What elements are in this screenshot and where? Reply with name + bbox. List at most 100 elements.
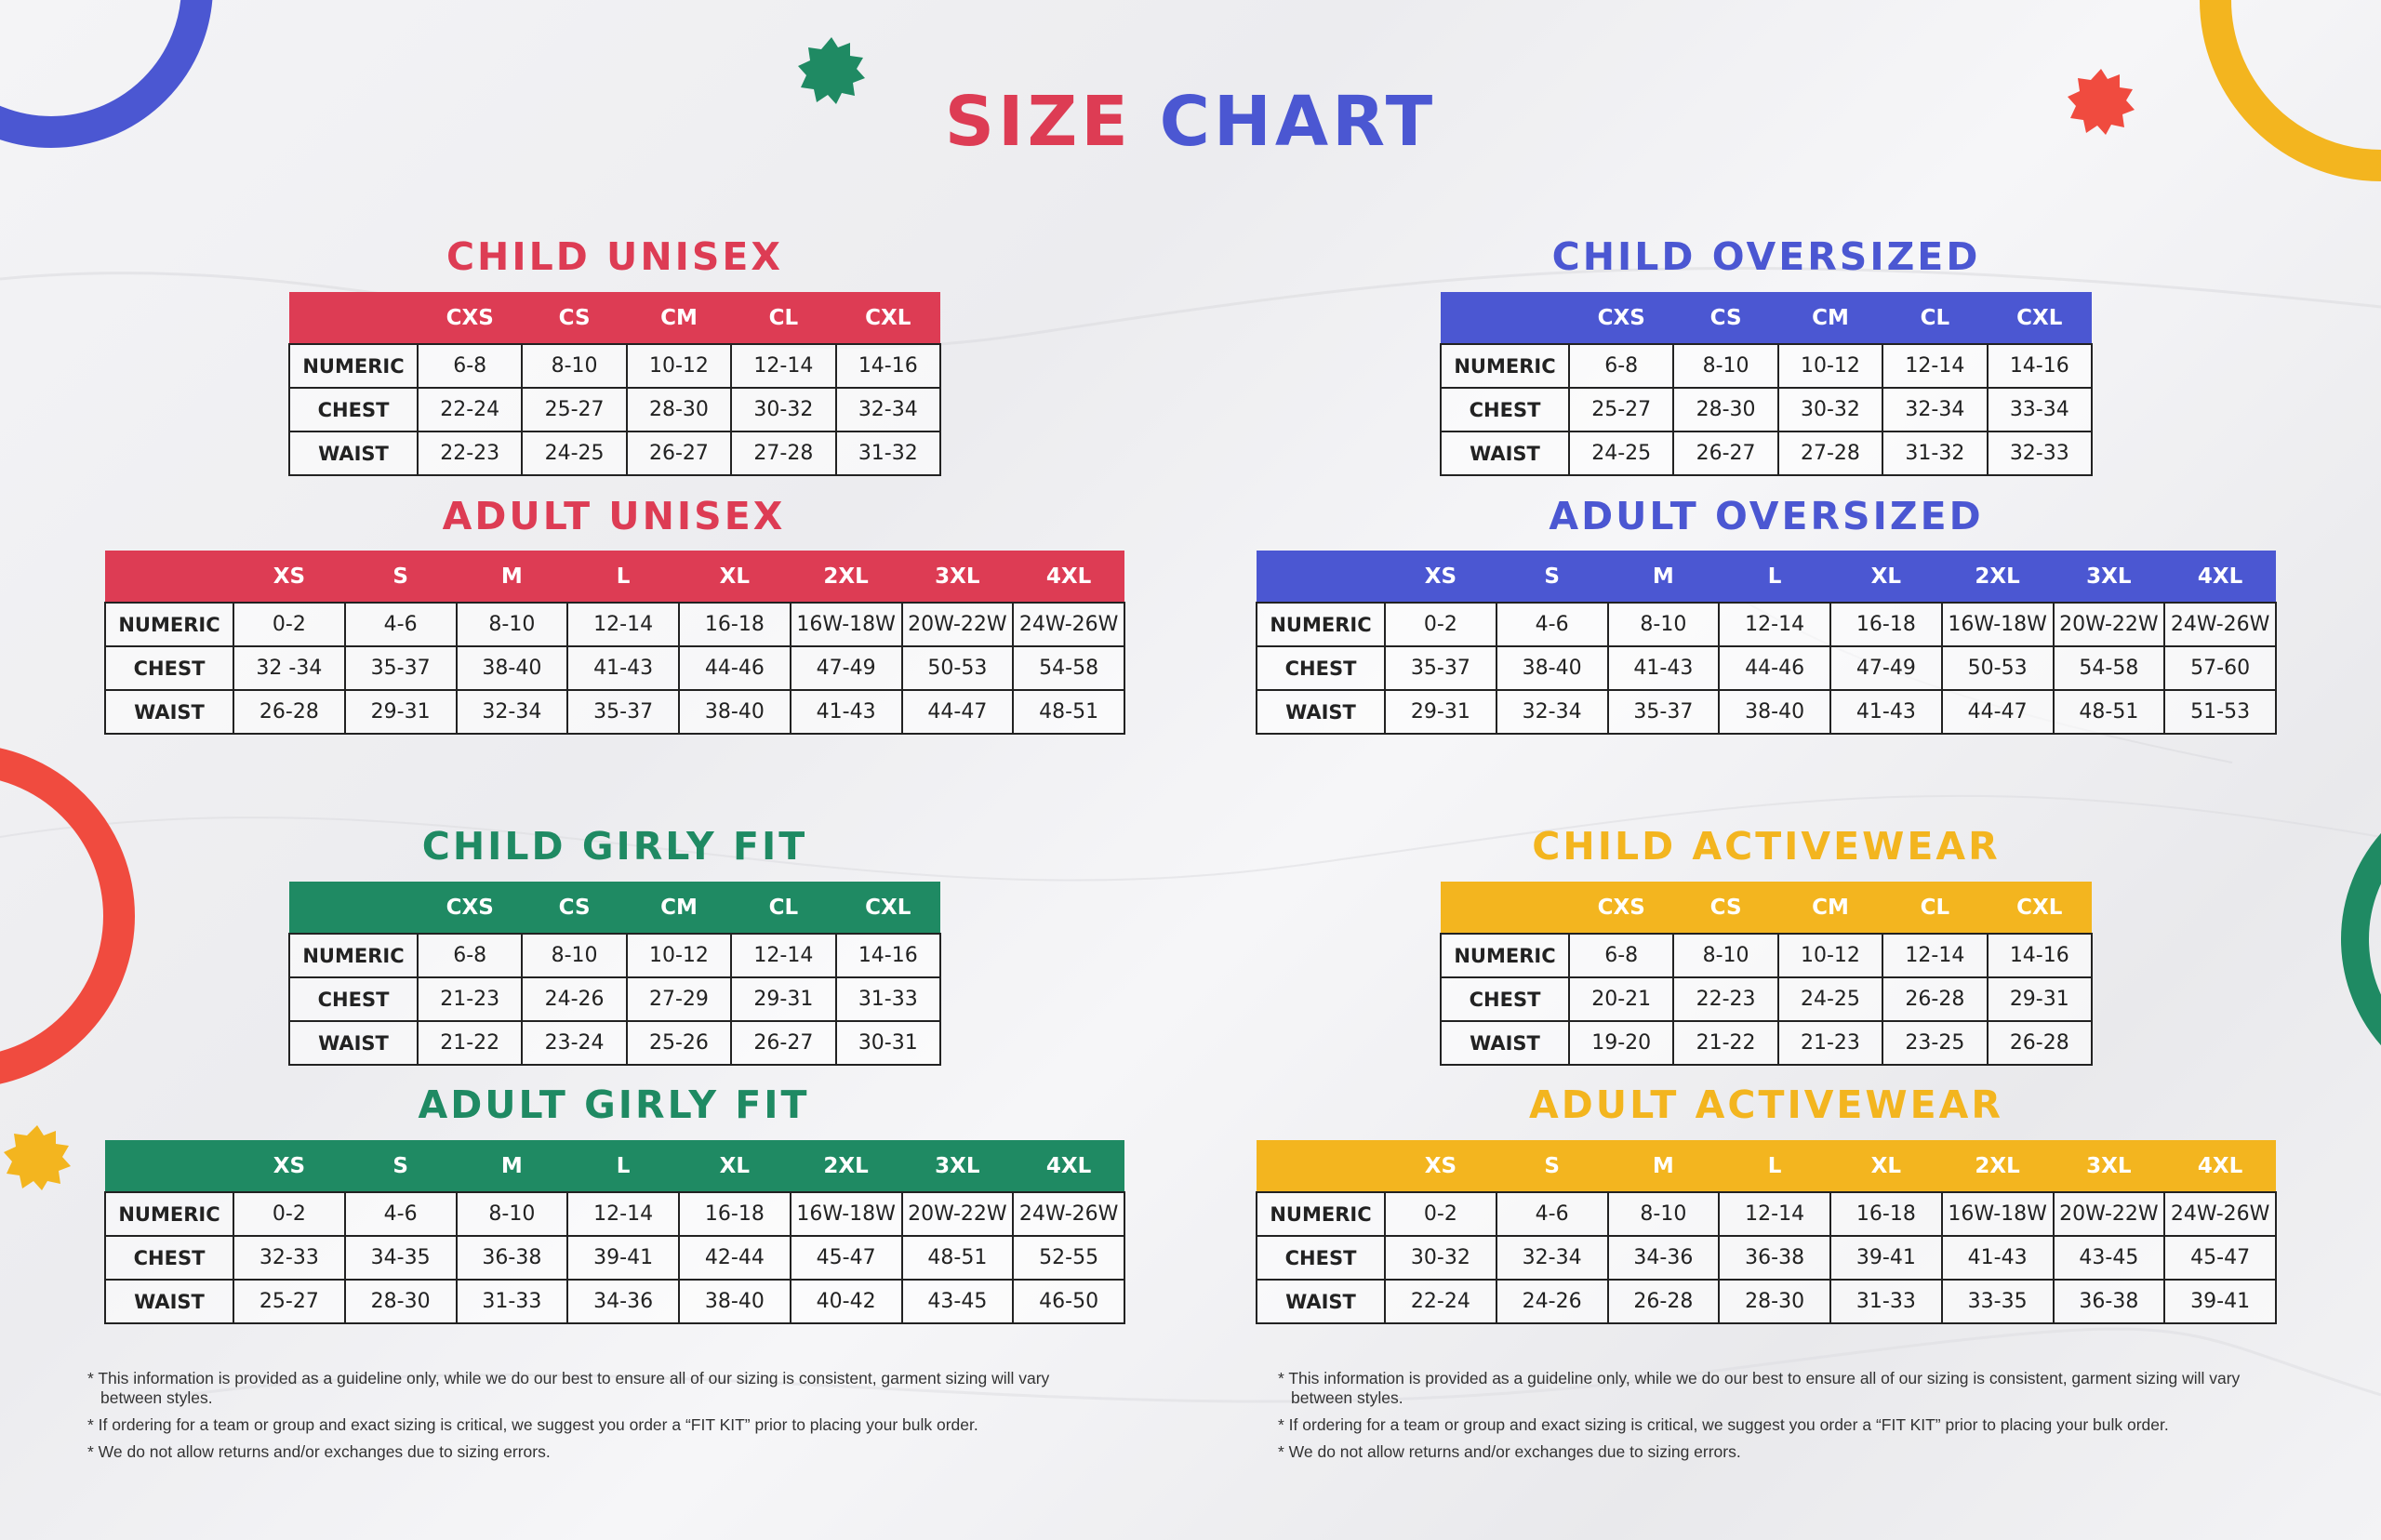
table-header-row: XS S M L XL 2XL 3XL 4XL <box>105 551 1124 603</box>
table-row: CHEST 21-23 24-26 27-29 29-31 31-33 <box>288 976 942 1022</box>
measurement-cell: 10-12 <box>625 933 733 978</box>
measurement-cell: 38-40 <box>1718 689 1831 735</box>
size-header: M <box>456 1140 568 1192</box>
measurement-cell: 31-32 <box>1882 431 1989 476</box>
row-label: CHEST <box>104 645 234 691</box>
measurement-cell: 24-25 <box>1776 976 1884 1022</box>
measurement-cell: 26-28 <box>1986 1020 2094 1066</box>
measurement-cell: 47-49 <box>789 645 903 691</box>
measurement-cell: 12-14 <box>1718 602 1831 647</box>
measurement-cell: 36-38 <box>455 1235 569 1281</box>
footnote: * We do not allow returns and/or exchang… <box>87 1442 551 1461</box>
measurement-cell: 36-38 <box>1718 1235 1831 1281</box>
measurement-cell: 34-36 <box>566 1279 680 1324</box>
row-label: WAIST <box>1256 689 1386 735</box>
footnotes-right: * This information is provided as a guid… <box>1278 1369 2301 1469</box>
size-header: 3XL <box>901 1140 1014 1192</box>
measurement-cell: 19-20 <box>1567 1020 1675 1066</box>
measurement-cell: 24W-26W <box>2163 1191 2277 1237</box>
row-label: CHEST <box>288 976 419 1022</box>
measurement-cell: 48-51 <box>1012 689 1125 735</box>
row-label: CHEST <box>104 1235 234 1281</box>
table-row: WAIST 25-27 28-30 31-33 34-36 38-40 40-42 43-45… <box>104 1279 1125 1324</box>
size-header: 2XL <box>790 551 902 603</box>
table-row: CHEST 35-37 38-40 41-43 44-46 47-49 50-53 54-58… <box>1256 645 2277 691</box>
size-header: CM <box>626 292 732 344</box>
measurement-cell: 12-14 <box>1882 933 1989 978</box>
header-corner <box>105 551 233 603</box>
size-header: 4XL <box>1013 551 1124 603</box>
row-label: NUMERIC <box>104 1191 234 1237</box>
footnote: * This information is provided as a guid… <box>87 1369 1050 1407</box>
measurement-cell: 33-35 <box>1940 1279 2055 1324</box>
measurement-cell: 4-6 <box>343 1191 458 1237</box>
measurement-cell: 26-28 <box>1606 1279 1721 1324</box>
row-label: WAIST <box>1440 431 1570 476</box>
measurement-cell: 28-30 <box>1718 1279 1831 1324</box>
measurement-cell: 35-37 <box>566 689 680 735</box>
table-row: NUMERIC 6-8 8-10 10-12 12-14 14-16 <box>1440 343 2094 389</box>
table-row: WAIST 22-23 24-25 26-27 27-28 31-32 <box>288 431 942 476</box>
footnote: * This information is provided as a guid… <box>1278 1369 2241 1407</box>
row-label: CHEST <box>1440 976 1570 1022</box>
size-header: XS <box>233 1140 345 1192</box>
measurement-cell: 31-33 <box>834 976 942 1022</box>
red-badge-decoration <box>2068 69 2135 135</box>
size-header: CS <box>522 292 627 344</box>
measurement-cell: 48-51 <box>2052 689 2166 735</box>
measurement-cell: 27-28 <box>730 431 837 476</box>
measurement-cell: 41-43 <box>789 689 903 735</box>
measurement-cell: 46-50 <box>1012 1279 1125 1324</box>
measurement-cell: 14-16 <box>834 343 942 389</box>
header-corner <box>1441 882 1569 934</box>
size-header: L <box>1719 1140 1830 1192</box>
header-corner <box>289 292 418 344</box>
row-label: NUMERIC <box>1256 602 1386 647</box>
measurement-cell: 8-10 <box>1672 933 1779 978</box>
measurement-cell: 25-27 <box>1567 387 1675 432</box>
size-header: 4XL <box>2164 551 2276 603</box>
measurement-cell: 51-53 <box>2163 689 2277 735</box>
measurement-cell: 22-24 <box>416 387 524 432</box>
measurement-cell: 16-18 <box>678 602 791 647</box>
measurement-cell: 44-46 <box>678 645 791 691</box>
adult-girly-title: ADULT GIRLY FIT <box>418 1082 810 1127</box>
measurement-cell: 12-14 <box>730 343 837 389</box>
size-header: CM <box>626 882 732 934</box>
measurement-cell: 38-40 <box>455 645 569 691</box>
header-corner <box>1441 292 1569 344</box>
measurement-cell: 4-6 <box>343 602 458 647</box>
measurement-cell: 8-10 <box>521 343 628 389</box>
measurement-cell: 6-8 <box>1567 343 1675 389</box>
measurement-cell: 35-37 <box>343 645 458 691</box>
measurement-cell: 16W-18W <box>789 1191 903 1237</box>
measurement-cell: 41-43 <box>1940 1235 2055 1281</box>
size-header: CXL <box>835 292 940 344</box>
measurement-cell: 50-53 <box>1940 645 2055 691</box>
measurement-cell: 26-28 <box>233 689 346 735</box>
row-label: WAIST <box>104 689 234 735</box>
measurement-cell: 32-34 <box>1882 387 1989 432</box>
measurement-cell: 20W-22W <box>2052 602 2166 647</box>
measurement-cell: 16-18 <box>1829 1191 1943 1237</box>
size-header: S <box>344 551 457 603</box>
size-header: XS <box>233 551 345 603</box>
table-header-row: XS S M L XL 2XL 3XL 4XL <box>105 1140 1124 1192</box>
measurement-cell: 26-27 <box>730 1020 837 1066</box>
size-header: S <box>1496 1140 1608 1192</box>
size-header: L <box>567 1140 679 1192</box>
measurement-cell: 25-26 <box>625 1020 733 1066</box>
measurement-cell: 21-22 <box>1672 1020 1779 1066</box>
row-label: WAIST <box>104 1279 234 1324</box>
size-header: M <box>456 551 568 603</box>
measurement-cell: 16W-18W <box>1940 602 2055 647</box>
size-header: CXS <box>418 292 523 344</box>
measurement-cell: 38-40 <box>678 689 791 735</box>
measurement-cell: 38-40 <box>678 1279 791 1324</box>
table-row: CHEST 32 -34 35-37 38-40 41-43 44-46 47-49 50-5… <box>104 645 1125 691</box>
measurement-cell: 22-23 <box>416 431 524 476</box>
measurement-cell: 54-58 <box>2052 645 2166 691</box>
measurement-cell: 57-60 <box>2163 645 2277 691</box>
measurement-cell: 12-14 <box>1882 343 1989 389</box>
measurement-cell: 38-40 <box>1495 645 1609 691</box>
